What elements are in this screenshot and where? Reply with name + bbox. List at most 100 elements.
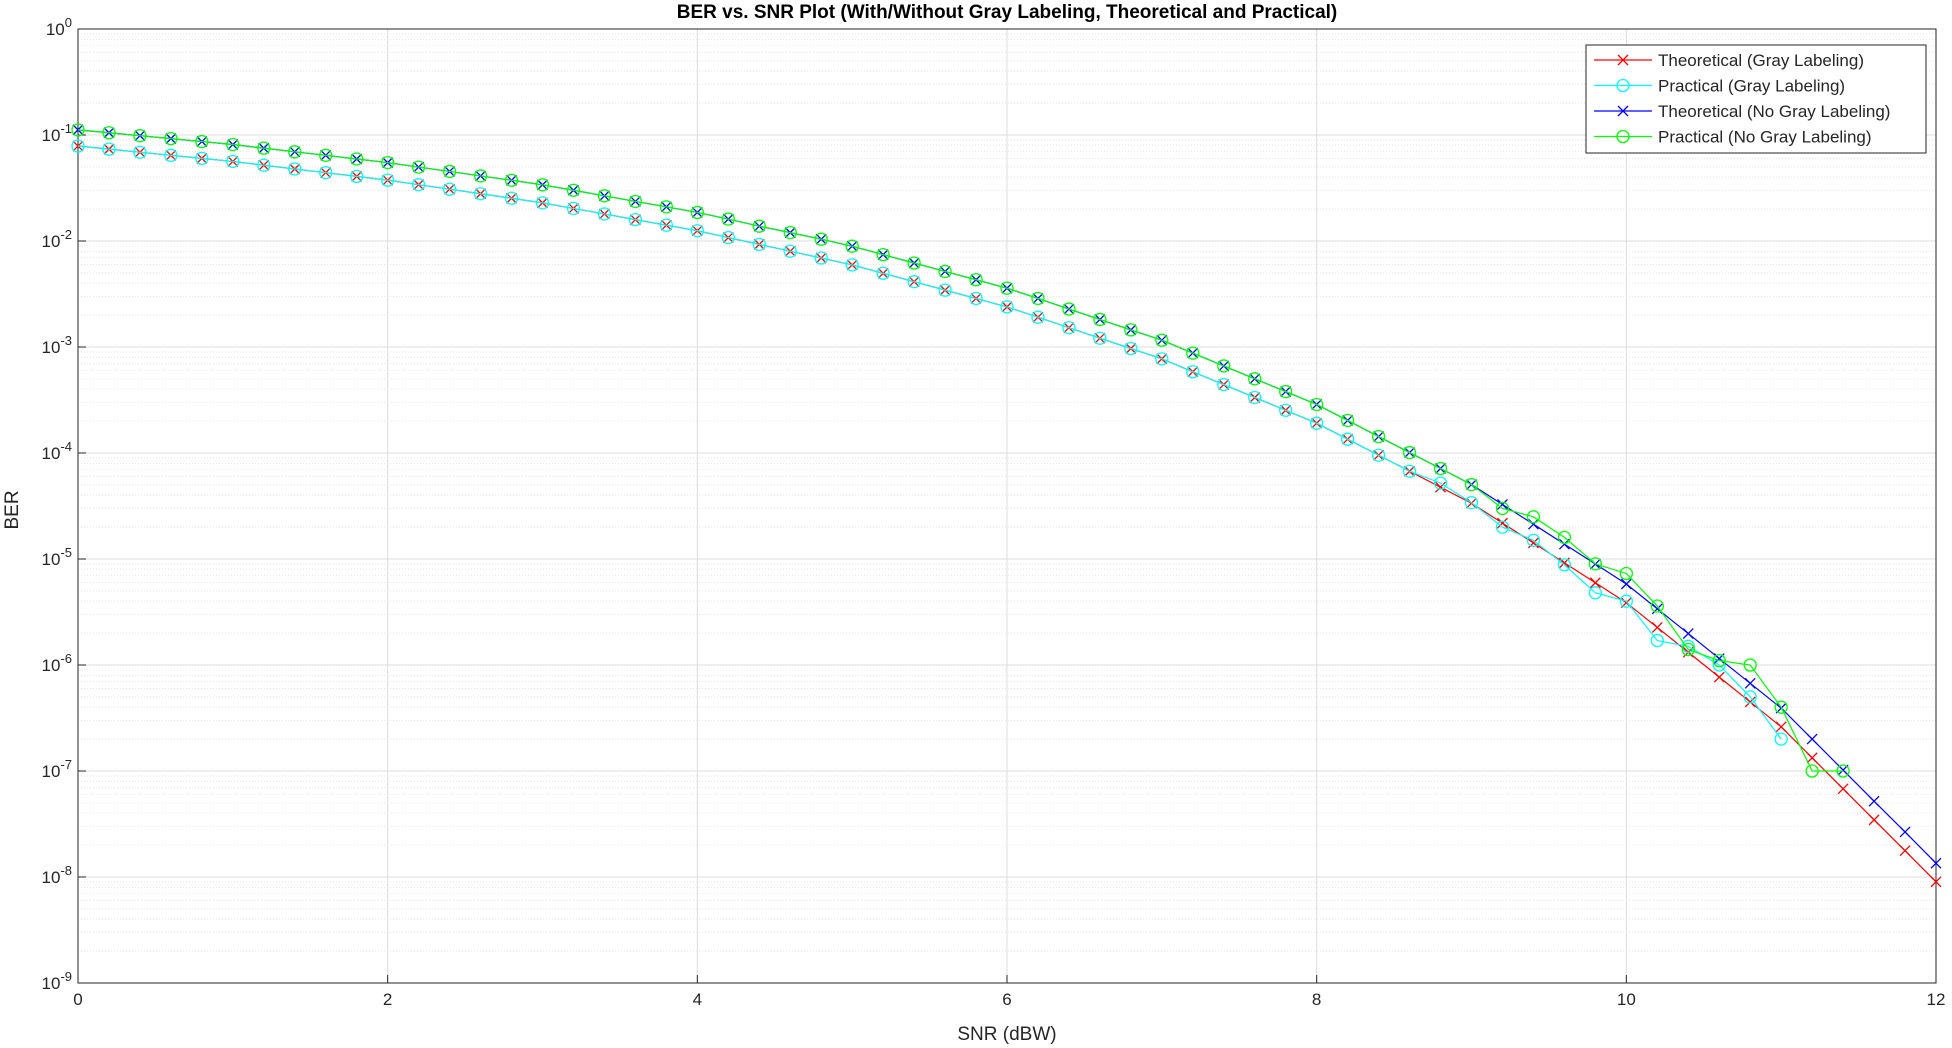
x-tick-label: 4 [693,990,702,1009]
y-tick-base: 10 [42,762,61,781]
marker [319,166,333,180]
y-tick-base: 10 [42,444,61,463]
y-tick-base: 10 [42,338,61,357]
marker [411,178,426,192]
marker [1589,577,1601,589]
marker [907,275,921,289]
marker [1899,826,1911,838]
marker [845,258,859,272]
marker [1617,54,1629,66]
marker [1526,533,1541,547]
y-tick-base: 10 [42,126,61,145]
marker [783,225,797,240]
y-tick-base: 10 [42,868,61,887]
marker [1837,783,1849,795]
y-tick-exponent: -6 [60,651,72,666]
marker [1279,384,1293,399]
marker [814,232,828,246]
marker [1062,302,1076,316]
marker [1340,432,1355,446]
legend-box [1585,44,1927,154]
chart-title: BER vs. SNR Plot (With/Without Gray Labe… [677,2,1338,23]
x-axis-label: SNR (dBW) [957,1024,1056,1045]
legend-label: Theoretical (No Gray Labeling) [1658,102,1890,121]
marker [1619,594,1633,608]
marker [1435,481,1446,493]
y-tick-exponent: -9 [60,969,72,984]
marker [1588,557,1603,571]
marker [1527,518,1539,530]
marker [1557,530,1572,545]
marker [1402,464,1417,478]
y-tick-label: 10-7 [42,757,72,781]
x-tick-label: 2 [383,990,392,1009]
marker [1744,677,1756,689]
marker [1681,639,1695,653]
marker [1186,365,1200,379]
marker [1836,764,1850,778]
marker [1155,352,1169,366]
legend-label: Theoretical (Gray Labeling) [1658,51,1864,70]
marker [102,142,116,156]
marker [350,152,364,166]
marker [1774,732,1788,746]
y-tick-exponent: -8 [60,863,72,878]
marker [257,158,271,172]
y-tick-label: 10-5 [42,545,72,569]
marker [195,134,209,149]
marker [1650,599,1664,613]
marker [1588,586,1603,600]
marker [1000,281,1014,295]
marker [1464,477,1479,492]
legend-label: Practical (No Gray Labeling) [1658,128,1872,147]
marker [659,218,674,232]
marker [690,205,704,220]
marker [102,126,116,140]
legend: Theoretical (Gray Labeling) Practical (Gr… [1585,44,1927,154]
marker [1371,429,1386,444]
marker [535,178,550,192]
marker [1124,323,1138,337]
marker [628,194,643,209]
x-tick-label: 12 [1927,990,1946,1009]
marker [1402,445,1417,460]
legend-label: Practical (Gray Labeling) [1658,77,1845,96]
marker [381,155,395,170]
marker [164,131,178,146]
marker [1744,696,1756,708]
y-axis-label: BER [2,490,23,529]
marker [72,124,84,136]
marker [1217,377,1231,392]
marker [1248,372,1262,386]
marker [442,164,457,179]
marker [1868,795,1880,807]
marker [1031,310,1045,324]
marker [1217,359,1231,373]
marker [659,200,674,214]
marker [1186,346,1200,360]
marker [504,191,519,205]
marker [752,237,766,252]
y-tick-label: 100 [46,15,72,39]
marker [938,264,952,279]
marker [1497,517,1508,529]
marker [71,123,85,137]
marker [1713,671,1725,683]
marker [1617,105,1629,117]
marker [473,169,488,183]
marker [597,207,612,221]
marker [1000,300,1014,314]
marker [907,256,921,270]
y-tick-label: 10-1 [42,121,72,145]
marker [1526,510,1541,524]
x-tick-label: 10 [1617,990,1636,1009]
y-tick-exponent: 0 [65,15,72,30]
plot-frame [77,28,1937,984]
marker [1279,403,1293,417]
marker [814,251,828,265]
marker [1371,448,1386,462]
marker [1774,700,1788,714]
marker [535,196,550,210]
